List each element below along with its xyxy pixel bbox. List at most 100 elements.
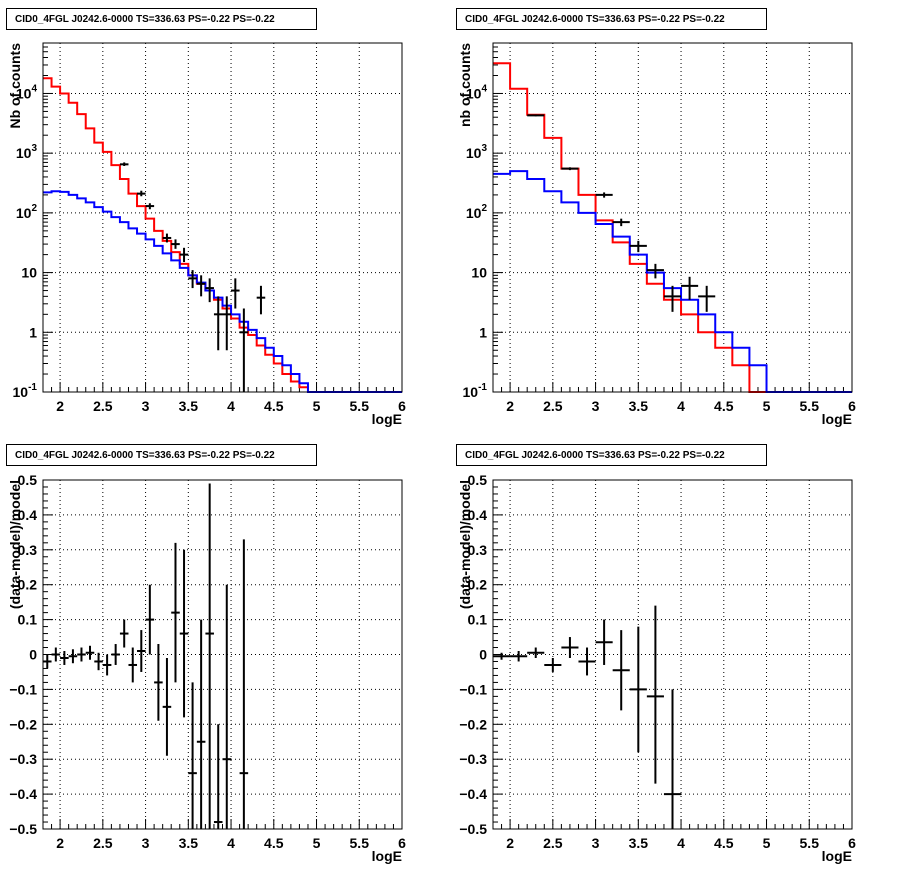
panel-4: 2 2.5 3 3.5 4 4.5 5 5.5 6 −0.5 −0.4 −0.3 −0.2 −0.1 0 0.… xyxy=(457,472,856,864)
x-tick-label-0: 2 xyxy=(56,835,64,851)
data-point-1 xyxy=(119,162,129,166)
data-point-7 xyxy=(663,285,682,312)
x-tick-label-2: 3 xyxy=(142,398,150,414)
y-tick-label-7: 0.2 xyxy=(468,577,488,593)
data-point-7 xyxy=(595,619,613,665)
y-tick-label-4: −0.1 xyxy=(459,681,487,697)
y-tick-label-4: 103 xyxy=(16,143,38,161)
y-tick-label-4: 103 xyxy=(466,143,488,161)
x-tick-label-4: 4 xyxy=(677,835,685,851)
y-tick-label-3: −0.2 xyxy=(459,716,487,732)
x-tick-label-2: 3 xyxy=(142,835,150,851)
data-point-8 xyxy=(612,630,630,711)
plot-frame xyxy=(492,42,853,393)
panel-3-title: CID0_4FGL J0242.6-0000 TS=336.63 PS=-0.2… xyxy=(6,444,317,466)
y-axis-label: Nb of counts xyxy=(7,43,23,129)
x-tick-label-6: 5 xyxy=(313,835,321,851)
y-tick-label-2: −0.3 xyxy=(459,751,487,767)
plot-frame xyxy=(42,42,403,393)
y-axis-label: (data-model)/model xyxy=(457,480,473,609)
panel-2: 2 2.5 3 3.5 4 4.5 5 5.5 6 10-1 1 10 102 103 104 logE nb … xyxy=(457,42,856,427)
data-point-4 xyxy=(612,218,630,227)
x-tick-label-0: 2 xyxy=(56,398,64,414)
data-point-6 xyxy=(578,647,596,676)
data-point-9 xyxy=(698,285,716,312)
data-point-5 xyxy=(561,637,579,658)
x-tick-label-7: 5.5 xyxy=(800,835,820,851)
data-point-2 xyxy=(510,651,528,662)
x-tick-label-8: 6 xyxy=(398,398,406,414)
y-tick-label-0: −0.5 xyxy=(9,821,37,837)
data-point-2 xyxy=(561,167,579,171)
x-tick-label-1: 2.5 xyxy=(543,398,563,414)
data-point-1 xyxy=(527,114,545,117)
y-tick-label-6: 0.1 xyxy=(18,612,38,628)
data-point-11 xyxy=(222,296,232,351)
data-point-5 xyxy=(171,239,180,249)
data-point-9 xyxy=(111,644,120,665)
data-point-13 xyxy=(145,584,155,655)
data-point-17 xyxy=(179,549,189,718)
y-tick-label-3: 102 xyxy=(16,203,38,221)
x-tick-label-6: 5 xyxy=(763,398,771,414)
x-axis-label: logE xyxy=(372,411,402,427)
y-tick-label-1: −0.4 xyxy=(9,786,37,802)
data-point-3 xyxy=(595,192,613,198)
data-point-1 xyxy=(43,654,52,669)
data-point-5 xyxy=(77,647,86,662)
y-tick-label-2: −0.3 xyxy=(9,751,37,767)
x-tick-label-1: 2.5 xyxy=(93,398,113,414)
x-tick-label-5: 4.5 xyxy=(714,835,734,851)
data-point-1 xyxy=(493,652,511,660)
data-point-9 xyxy=(205,278,214,303)
y-tick-label-1: 1 xyxy=(479,324,487,340)
data-point-16 xyxy=(171,542,180,683)
data-point-4 xyxy=(544,657,562,672)
data-point-8 xyxy=(681,276,699,300)
x-tick-label-3: 3.5 xyxy=(179,835,199,851)
y-tick-label-3: −0.2 xyxy=(9,716,37,732)
data-point-8 xyxy=(196,275,206,297)
plot-frame xyxy=(42,479,403,830)
x-tick-label-5: 4.5 xyxy=(714,398,734,414)
x-tick-label-4: 4 xyxy=(227,835,235,851)
y-tick-label-5: 0 xyxy=(29,647,37,663)
data-point-22 xyxy=(222,584,232,829)
data-point-12 xyxy=(137,630,146,672)
x-tick-label-0: 2 xyxy=(506,398,514,414)
y-tick-label-6: 0.1 xyxy=(468,612,488,628)
x-tick-label-1: 2.5 xyxy=(543,835,563,851)
y-tick-label-5: 104 xyxy=(466,83,488,101)
data-point-23 xyxy=(239,539,249,829)
data-point-13 xyxy=(239,308,249,392)
x-tick-label-2: 3 xyxy=(592,398,600,414)
data-point-2 xyxy=(137,190,146,197)
y-tick-label-1: −0.4 xyxy=(459,786,487,802)
data-point-11 xyxy=(128,647,138,683)
series-2-histogram xyxy=(493,170,852,393)
data-point-4 xyxy=(162,233,172,243)
data-point-12 xyxy=(231,278,240,309)
y-tick-label-9: 0.4 xyxy=(468,507,488,523)
x-tick-label-7: 5.5 xyxy=(350,398,370,414)
x-tick-label-7: 5.5 xyxy=(350,835,370,851)
x-tick-label-1: 2.5 xyxy=(93,835,113,851)
data-point-9 xyxy=(629,626,647,753)
y-tick-label-0: 10-1 xyxy=(13,382,38,400)
series-1-histogram xyxy=(43,77,402,393)
data-point-10 xyxy=(119,619,129,648)
x-tick-label-8: 6 xyxy=(398,835,406,851)
data-point-14 xyxy=(256,285,266,315)
panel-4-title: CID0_4FGL J0242.6-0000 TS=336.63 PS=-0.2… xyxy=(456,444,767,466)
panel-1-title: CID0_4FGL J0242.6-0000 TS=336.63 PS=-0.2… xyxy=(6,8,317,30)
x-tick-label-3: 3.5 xyxy=(629,398,649,414)
x-tick-label-7: 5.5 xyxy=(800,398,820,414)
data-point-7 xyxy=(188,270,197,289)
y-tick-label-4: −0.1 xyxy=(9,681,37,697)
y-tick-label-0: −0.5 xyxy=(459,821,487,837)
plot-frame xyxy=(492,479,853,830)
x-tick-label-8: 6 xyxy=(848,398,856,414)
data-point-19 xyxy=(196,619,206,829)
x-tick-label-4: 4 xyxy=(677,398,685,414)
